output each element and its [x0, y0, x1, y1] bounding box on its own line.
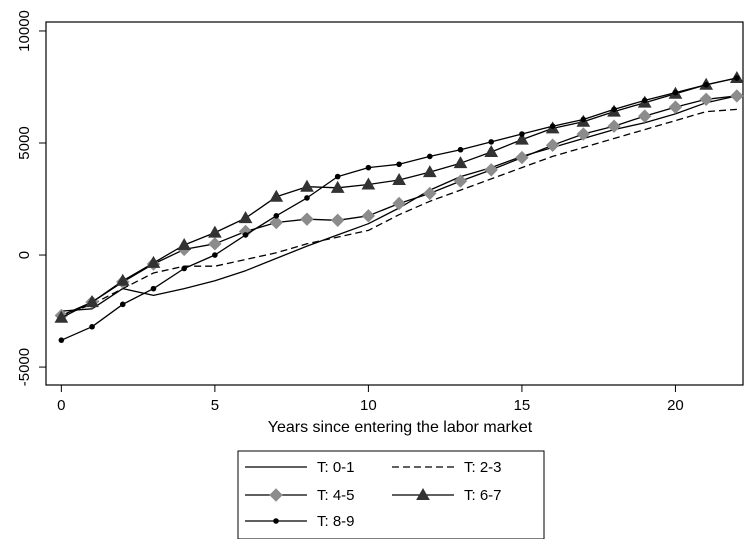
data-point	[484, 163, 498, 177]
data-point	[488, 139, 495, 145]
series-4	[58, 75, 740, 343]
data-point	[484, 144, 499, 157]
data-point	[208, 237, 222, 251]
x-tick-label: 20	[667, 397, 684, 414]
data-point	[300, 179, 314, 192]
x-tick-label: 0	[57, 397, 65, 414]
data-point	[150, 285, 157, 292]
series-1	[61, 108, 737, 317]
y-tick-label: 10000	[16, 10, 33, 52]
data-point	[515, 150, 529, 165]
data-point	[453, 174, 468, 188]
data-point	[330, 213, 345, 228]
data-point	[269, 215, 283, 230]
data-point	[515, 132, 529, 145]
data-point	[392, 172, 406, 185]
data-point	[703, 81, 709, 88]
data-point	[181, 265, 187, 272]
legend-label: T: 0-1	[317, 459, 355, 476]
data-point	[699, 92, 713, 107]
data-point	[611, 106, 617, 113]
x-tick-label: 15	[514, 397, 531, 414]
y-tick-label: 0	[16, 251, 33, 259]
legend-label: T: 6-7	[464, 487, 502, 504]
data-point	[238, 211, 253, 224]
data-point	[672, 89, 679, 96]
legend-entry: T: 6-7	[392, 487, 502, 504]
data-point	[85, 295, 99, 308]
data-point	[668, 100, 683, 114]
y-tick-label: 5000	[16, 126, 33, 159]
data-point	[115, 273, 130, 286]
legend-marker	[269, 488, 283, 502]
series-3	[54, 71, 744, 323]
data-point	[730, 89, 744, 103]
legend-label: T: 4-5	[317, 487, 355, 504]
legend-label: T: 2-3	[464, 459, 502, 476]
data-point	[427, 153, 433, 160]
legend: T: 0-1 T: 2-3 T: 4-5 T: 6-7 T: 8-9	[237, 450, 545, 539]
data-point	[549, 123, 556, 129]
y-axis: -5000 0 5000 10000	[16, 10, 46, 386]
data-point	[177, 237, 192, 250]
data-point	[330, 180, 345, 193]
data-point	[54, 310, 69, 323]
data-point	[365, 164, 372, 171]
legend-entry: T: 0-1	[245, 459, 355, 476]
data-point	[273, 213, 280, 219]
data-point	[89, 323, 95, 330]
legend-marker	[416, 487, 430, 500]
legend-label: T: 8-9	[317, 513, 355, 530]
legend-entry: T: 4-5	[245, 487, 355, 504]
data-point	[519, 131, 525, 137]
data-point	[212, 252, 218, 258]
data-point	[208, 225, 222, 238]
data-point	[580, 116, 587, 123]
legend-entry: T: 2-3	[392, 459, 502, 476]
data-point	[304, 195, 310, 201]
data-point	[641, 97, 648, 104]
y-tick-label: -5000	[16, 348, 33, 386]
data-point	[146, 255, 161, 268]
data-point	[545, 138, 560, 152]
data-point	[423, 186, 437, 201]
data-point	[392, 196, 406, 211]
data-point	[453, 156, 468, 169]
data-point	[361, 209, 376, 223]
x-axis: 0 5 10 15 20	[57, 385, 684, 414]
legend-entry: T: 8-9	[245, 513, 355, 530]
series-layer	[54, 71, 744, 343]
data-point	[422, 165, 437, 178]
data-point	[300, 212, 314, 226]
data-point	[269, 189, 284, 202]
x-tick-label: 10	[360, 397, 377, 414]
data-point	[457, 146, 464, 153]
data-point	[576, 127, 591, 141]
data-point	[334, 173, 341, 180]
series-line	[61, 108, 737, 317]
data-point	[734, 75, 740, 81]
x-axis-title: Years since entering the labor market	[268, 419, 533, 436]
x-tick-label: 5	[211, 397, 219, 414]
data-point	[58, 337, 65, 343]
legend-marker	[273, 518, 279, 524]
data-point	[361, 177, 376, 190]
data-point	[638, 109, 652, 123]
data-point	[607, 119, 621, 133]
data-point	[119, 301, 126, 308]
data-point	[242, 232, 249, 238]
data-point	[396, 161, 402, 168]
